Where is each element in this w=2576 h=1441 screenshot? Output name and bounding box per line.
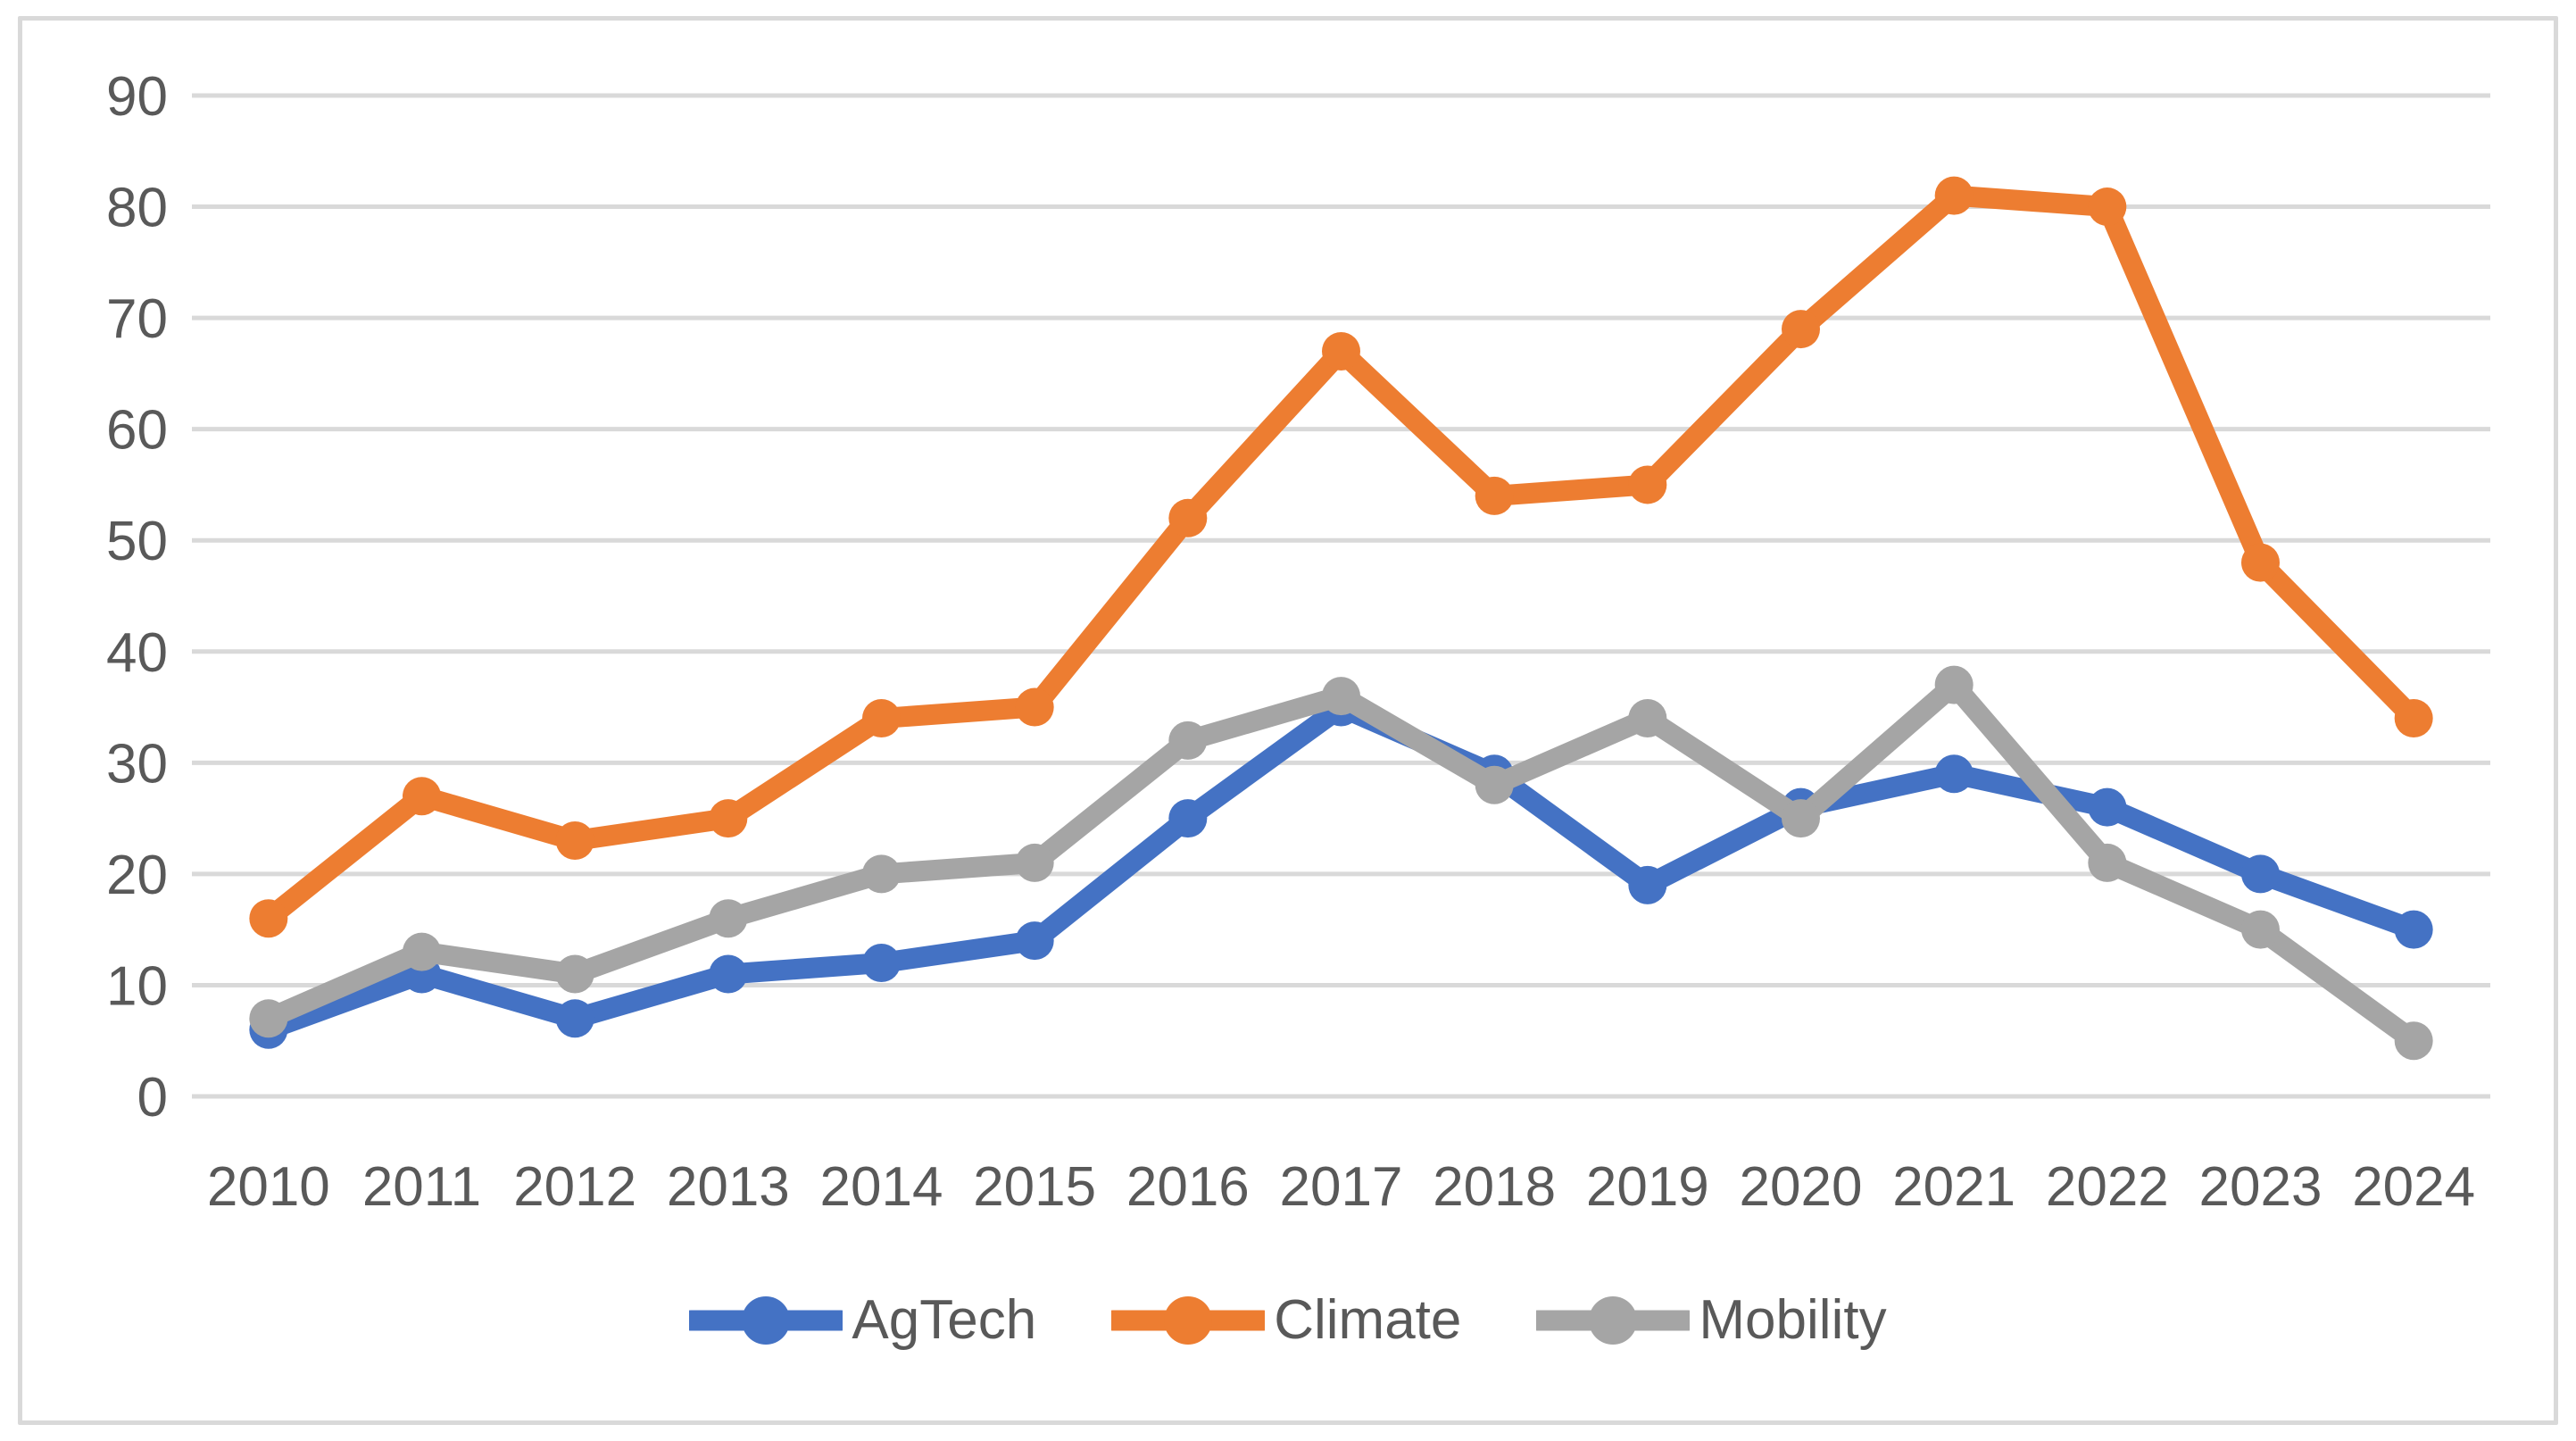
x-axis-tick-label: 2013 (667, 1156, 790, 1218)
y-axis-tick-label: 60 (106, 400, 168, 462)
x-axis-tick-label: 2023 (2199, 1156, 2323, 1218)
data-point-marker-mobility (2088, 843, 2127, 882)
x-axis-tick-label: 2011 (362, 1156, 481, 1218)
x-axis-tick-label: 2017 (1280, 1156, 1403, 1218)
y-axis-tick-label: 0 (137, 1067, 168, 1129)
legend-label-agtech: AgTech (852, 1289, 1037, 1351)
x-axis-tick-label: 2014 (820, 1156, 943, 1218)
data-point-marker-climate (1782, 310, 1820, 349)
y-axis-tick-label: 50 (106, 511, 168, 572)
data-point-marker-climate (2241, 543, 2280, 582)
series-climate (249, 176, 2433, 938)
data-point-marker-mobility (1934, 665, 1974, 704)
data-point-marker-climate (1322, 331, 1360, 371)
data-point-marker-climate (862, 699, 901, 738)
legend: AgTech Climate Mobility (0, 1293, 2576, 1348)
data-point-marker-climate (2394, 699, 2433, 738)
y-axis-tick-label: 40 (106, 622, 168, 684)
data-point-marker-agtech (862, 944, 901, 983)
data-point-marker-mobility (862, 854, 901, 894)
legend-label-climate: Climate (1274, 1289, 1462, 1351)
series-group (249, 176, 2433, 1061)
x-axis-tick-label: 2010 (207, 1156, 330, 1218)
data-point-marker-mobility (1475, 765, 1514, 804)
y-axis-tick-label: 80 (106, 178, 168, 239)
y-axis-tick-label: 10 (106, 955, 168, 1017)
y-axis-tick-label: 30 (106, 733, 168, 795)
legend-item-agtech: AgTech (689, 1293, 1036, 1348)
x-axis-tick-label: 2015 (973, 1156, 1096, 1218)
legend-item-mobility: Mobility (1536, 1289, 1887, 1351)
data-point-marker-agtech (2088, 787, 2127, 827)
y-axis-tick-label: 20 (106, 845, 168, 906)
data-point-marker-agtech (709, 954, 748, 994)
data-point-marker-mobility (403, 932, 441, 971)
y-axis-tick-label: 90 (106, 66, 168, 128)
y-axis-tick-label: 70 (106, 288, 168, 350)
data-point-marker-climate (1628, 465, 1667, 504)
legend-item-climate: Climate (1111, 1293, 1461, 1348)
data-point-marker-mobility (555, 954, 594, 994)
data-point-marker-mobility (1015, 843, 1054, 882)
x-axis-tick-label: 2012 (513, 1156, 636, 1218)
data-point-marker-climate (1934, 176, 1974, 215)
legend-marker-mobility (1536, 1296, 1691, 1345)
data-point-marker-agtech (1934, 754, 1974, 794)
data-point-marker-climate (709, 799, 748, 838)
data-point-marker-mobility (2394, 1021, 2433, 1061)
legend-marker-climate (1111, 1296, 1266, 1345)
data-point-marker-mobility (1628, 699, 1667, 738)
data-point-marker-agtech (2241, 854, 2280, 894)
legend-label-mobility: Mobility (1699, 1289, 1887, 1351)
data-point-marker-agtech (1628, 865, 1667, 904)
x-axis-tick-label: 2021 (1892, 1156, 2015, 1218)
series-mobility (249, 665, 2433, 1061)
data-point-marker-climate (403, 777, 441, 816)
gridlines-group (192, 93, 2490, 1099)
data-point-marker-climate (1168, 498, 1208, 537)
data-point-marker-agtech (1015, 921, 1054, 961)
data-point-marker-climate (555, 821, 594, 861)
x-axis-labels-group: 2010 2011 2012 2013 2014 2015 2016 2017 2018 2019… (207, 1156, 2475, 1218)
data-point-marker-mobility (249, 999, 288, 1038)
data-point-marker-agtech (1168, 799, 1208, 838)
x-axis-tick-label: 2018 (1433, 1156, 1556, 1218)
data-point-marker-mobility (709, 899, 748, 938)
x-axis-tick-label: 2024 (2352, 1156, 2475, 1218)
x-axis-tick-label: 2020 (1740, 1156, 1863, 1218)
data-point-marker-mobility (1322, 677, 1360, 716)
x-axis-tick-label: 2019 (1586, 1156, 1709, 1218)
x-axis-tick-label: 2022 (2046, 1156, 2169, 1218)
data-point-marker-mobility (1782, 799, 1820, 838)
data-point-marker-climate (1015, 687, 1054, 727)
data-point-marker-agtech (2394, 910, 2433, 949)
x-axis-tick-label: 2016 (1126, 1156, 1250, 1218)
y-axis-labels-group: 0 10 20 30 40 50 60 70 80 90 (106, 66, 168, 1129)
legend-marker-agtech (689, 1296, 843, 1345)
data-point-marker-climate (2088, 187, 2127, 227)
data-point-marker-climate (1475, 476, 1514, 515)
data-point-marker-mobility (1168, 720, 1208, 760)
data-point-marker-mobility (2241, 910, 2280, 949)
data-point-marker-climate (249, 899, 288, 938)
data-point-marker-agtech (555, 999, 594, 1038)
